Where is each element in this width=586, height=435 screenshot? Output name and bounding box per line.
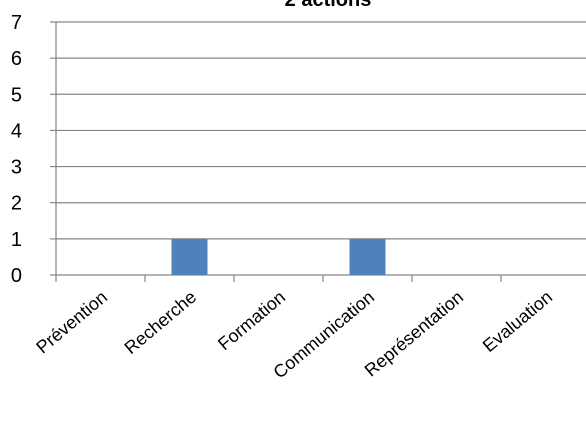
y-tick-label-7: 7 xyxy=(11,12,22,34)
y-axis-tick-labels: 0 1 2 3 4 5 6 7 xyxy=(11,12,22,287)
y-tick-label-6: 6 xyxy=(11,48,22,70)
bars xyxy=(171,238,386,275)
x-axis-category-labels: Prévention Recherche FormationCommunicatio… xyxy=(32,287,556,383)
axes xyxy=(50,21,586,282)
grid-lines xyxy=(56,21,586,240)
bar-communication xyxy=(349,238,386,275)
y-tick-label-1: 1 xyxy=(11,229,22,251)
bar-recherche xyxy=(171,238,208,275)
y-tick-label-2: 2 xyxy=(11,193,22,215)
y-tick-label-0: 0 xyxy=(11,265,22,287)
x-category-label-0: Prévention xyxy=(32,287,111,358)
y-tick-label-5: 5 xyxy=(11,84,22,106)
chart-title: 2 actions xyxy=(285,0,372,11)
y-tick-label-3: 3 xyxy=(11,157,22,179)
x-category-label-5: Evaluation xyxy=(479,287,556,356)
y-tick-label-4: 4 xyxy=(11,120,22,142)
x-category-label-2: Formation xyxy=(214,287,289,354)
x-category-label-1: Recherche xyxy=(121,287,201,358)
